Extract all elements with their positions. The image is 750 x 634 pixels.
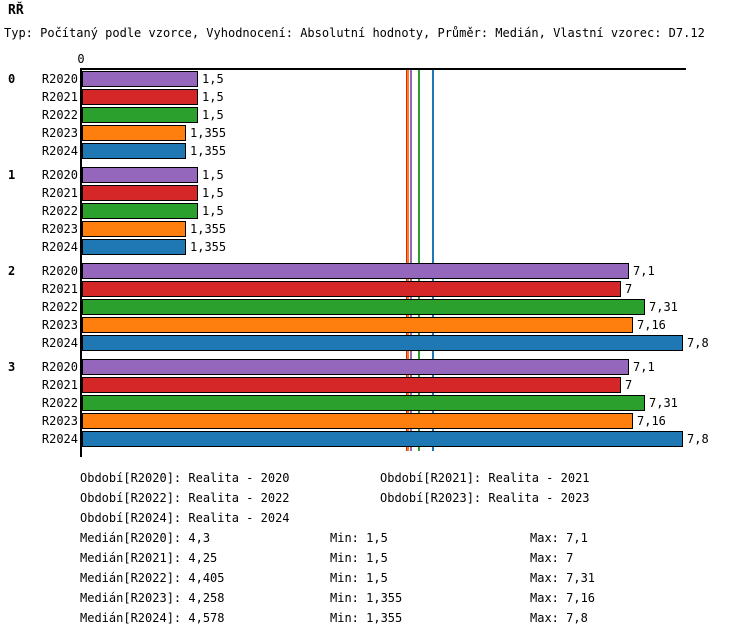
bar-label-R2024: R2024: [41, 240, 78, 254]
bar-R2020-group-1: [82, 167, 198, 183]
group-label-0: 0: [8, 72, 16, 86]
bar-label-R2023: R2023: [41, 126, 78, 140]
stat-median: Medián[R2021]: 4,25: [80, 551, 218, 565]
bar-label-R2024: R2024: [41, 432, 78, 446]
bar-value-R2024-group-0: 1,355: [190, 144, 227, 158]
bar-label-R2020: R2020: [41, 264, 78, 278]
median-line-R2020: [410, 70, 413, 451]
legend-item: Období[R2020]: Realita - 2020: [80, 471, 290, 485]
bar-value-R2023-group-0: 1,355: [190, 126, 227, 140]
bar-label-R2022: R2022: [41, 300, 78, 314]
bar-R2024-group-3: [82, 431, 683, 447]
group-label-1: 1: [8, 168, 16, 182]
legend-item: Období[R2022]: Realita - 2022: [80, 491, 290, 505]
bar-R2024-group-0: [82, 143, 186, 159]
bar-R2020-group-3: [82, 359, 629, 375]
median-line-R2023: [406, 70, 409, 451]
median-line-R2022: [418, 70, 421, 451]
bar-R2023-group-2: [82, 317, 633, 333]
stat-median: Medián[R2023]: 4,258: [80, 591, 225, 605]
page-title: RŘ: [8, 3, 24, 18]
bar-value-R2023-group-3: 7,16: [637, 414, 666, 428]
bar-R2021-group-0: [82, 89, 198, 105]
median-line-R2024: [431, 70, 434, 451]
bar-label-R2021: R2021: [41, 186, 78, 200]
bar-value-R2022-group-1: 1,5: [202, 204, 224, 218]
bar-value-R2020-group-3: 7,1: [633, 360, 655, 374]
bar-R2020-group-0: [82, 71, 198, 87]
bar-label-R2024: R2024: [41, 336, 78, 350]
bar-value-R2024-group-1: 1,355: [190, 240, 227, 254]
bar-label-R2021: R2021: [41, 282, 78, 296]
bar-R2021-group-2: [82, 281, 621, 297]
bar-value-R2022-group-2: 7,31: [649, 300, 678, 314]
x-axis-line: [80, 68, 686, 70]
bar-label-R2023: R2023: [41, 318, 78, 332]
bar-R2021-group-1: [82, 185, 198, 201]
bar-value-R2024-group-3: 7,8: [687, 432, 709, 446]
group-label-3: 3: [8, 360, 16, 374]
bar-R2022-group-2: [82, 299, 645, 315]
stat-min: Min: 1,355: [330, 591, 403, 605]
stat-max: Max: 7,1: [530, 531, 588, 545]
bar-value-R2022-group-0: 1,5: [202, 108, 224, 122]
bar-label-R2020: R2020: [41, 360, 78, 374]
bar-R2023-group-0: [82, 125, 186, 141]
bar-value-R2020-group-0: 1,5: [202, 72, 224, 86]
bar-value-R2020-group-1: 1,5: [202, 168, 224, 182]
bar-label-R2024: R2024: [41, 144, 78, 158]
bar-value-R2022-group-3: 7,31: [649, 396, 678, 410]
stat-median: Medián[R2020]: 4,3: [80, 531, 211, 545]
bar-R2022-group-3: [82, 395, 645, 411]
stat-min: Min: 1,5: [330, 551, 388, 565]
bar-label-R2020: R2020: [41, 72, 78, 86]
stat-median: Medián[R2024]: 4,578: [80, 611, 225, 625]
bar-value-R2021-group-3: 7: [625, 378, 633, 392]
bar-value-R2021-group-2: 7: [625, 282, 633, 296]
group-label-2: 2: [8, 264, 16, 278]
stat-max: Max: 7: [530, 551, 574, 565]
stat-median: Medián[R2022]: 4,405: [80, 571, 225, 585]
bar-label-R2021: R2021: [41, 90, 78, 104]
bar-label-R2023: R2023: [41, 222, 78, 236]
bar-R2023-group-3: [82, 413, 633, 429]
stat-max: Max: 7,31: [530, 571, 596, 585]
legend-item: Období[R2024]: Realita - 2024: [80, 511, 290, 525]
bar-value-R2021-group-1: 1,5: [202, 186, 224, 200]
bar-R2024-group-1: [82, 239, 186, 255]
bar-value-R2023-group-1: 1,355: [190, 222, 227, 236]
stat-min: Min: 1,355: [330, 611, 403, 625]
bar-R2020-group-2: [82, 263, 629, 279]
x-axis-zero-label: 0: [77, 52, 85, 66]
bar-R2022-group-1: [82, 203, 198, 219]
stat-min: Min: 1,5: [330, 571, 388, 585]
bar-label-R2022: R2022: [41, 204, 78, 218]
y-axis-line: [80, 68, 82, 457]
legend-item: Období[R2021]: Realita - 2021: [380, 471, 590, 485]
bar-value-R2020-group-2: 7,1: [633, 264, 655, 278]
bar-value-R2024-group-2: 7,8: [687, 336, 709, 350]
chart-subtitle: Typ: Počítaný podle vzorce, Vyhodnocení:…: [4, 26, 705, 40]
bar-R2024-group-2: [82, 335, 683, 351]
bar-R2023-group-1: [82, 221, 186, 237]
bar-label-R2022: R2022: [41, 108, 78, 122]
bar-R2022-group-0: [82, 107, 198, 123]
bar-label-R2022: R2022: [41, 396, 78, 410]
stat-min: Min: 1,5: [330, 531, 388, 545]
stat-max: Max: 7,16: [530, 591, 596, 605]
bar-label-R2020: R2020: [41, 168, 78, 182]
bar-value-R2021-group-0: 1,5: [202, 90, 224, 104]
bar-label-R2023: R2023: [41, 414, 78, 428]
bar-R2021-group-3: [82, 377, 621, 393]
bar-label-R2021: R2021: [41, 378, 78, 392]
legend-item: Období[R2023]: Realita - 2023: [380, 491, 590, 505]
bar-value-R2023-group-2: 7,16: [637, 318, 666, 332]
stat-max: Max: 7,8: [530, 611, 588, 625]
